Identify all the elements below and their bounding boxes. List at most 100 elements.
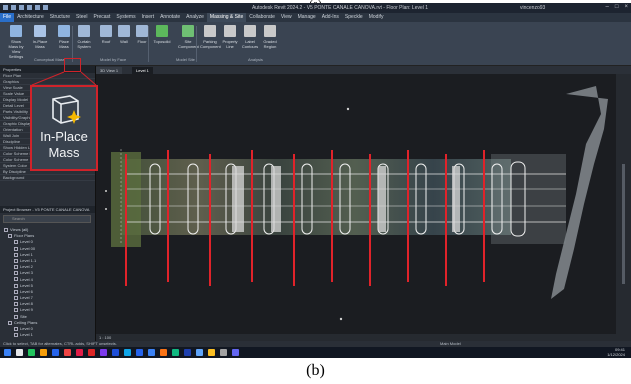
taskbar-icons[interactable]	[4, 349, 239, 356]
vertical-scrollbar[interactable]	[616, 74, 631, 334]
tab-collaborate[interactable]: Collaborate	[249, 14, 275, 20]
browser-tree-item[interactable]: Level 4	[4, 277, 92, 283]
wall-button[interactable]: Wall	[114, 25, 134, 44]
taskbar-app-icon[interactable]	[40, 349, 47, 356]
curtain-system-icon	[78, 25, 90, 37]
tab-modify[interactable]: Modify	[368, 14, 384, 20]
taskbar-app-icon[interactable]	[172, 349, 179, 356]
taskbar-app-icon[interactable]	[28, 349, 35, 356]
ribbon-group-label: Model by Face	[100, 57, 127, 62]
tab-file[interactable]: File	[0, 13, 15, 22]
taskbar-app-icon[interactable]	[88, 349, 95, 356]
view-scale[interactable]: 1 : 100	[99, 335, 112, 340]
tab-architecture[interactable]: Architecture	[17, 14, 44, 20]
graded-region-button[interactable]: Graded Region	[260, 25, 280, 49]
point-cloud-end	[491, 154, 566, 244]
browser-tree-item[interactable]: Level 5	[4, 283, 92, 289]
drawing-canvas[interactable]	[96, 74, 616, 334]
in-place-mass-icon	[52, 95, 81, 124]
tab-precast[interactable]: Precast	[93, 14, 111, 20]
taskbar-app-icon[interactable]	[112, 349, 119, 356]
taskbar-app-icon[interactable]	[100, 349, 107, 356]
taskbar-app-icon[interactable]	[160, 349, 167, 356]
tab-add-ins[interactable]: Add-Ins	[321, 14, 339, 20]
tab-systems[interactable]: Systems	[116, 14, 136, 20]
browser-search-input[interactable]: Search	[3, 215, 91, 223]
taskbar-app-icon[interactable]	[136, 349, 143, 356]
tab-annotate[interactable]: Annotate	[160, 14, 181, 20]
curtain-system-button[interactable]: Curtain System	[74, 25, 94, 49]
quick-access-toolbar[interactable]	[3, 5, 48, 10]
tree-item-label: Floor Plans	[14, 233, 35, 239]
tab-insert[interactable]: Insert	[141, 14, 155, 20]
tab-analyze[interactable]: Analyze	[186, 14, 204, 20]
ribbon-separator	[148, 26, 149, 62]
taskbar-app-icon[interactable]	[220, 349, 227, 356]
browser-tree-item[interactable]: Level 2	[4, 264, 92, 270]
user-name[interactable]: vincenzo93	[520, 5, 546, 11]
browser-tree-item[interactable]: Level 3	[4, 270, 92, 276]
browser-tree-item[interactable]: Level 6	[4, 289, 92, 295]
scrollbar-thumb[interactable]	[622, 164, 625, 284]
window-controls[interactable]: – □ ×	[606, 4, 628, 10]
browser-tree-item[interactable]: Site	[4, 314, 92, 320]
tab-speckle[interactable]: Speckle	[344, 14, 363, 20]
taskbar-app-icon[interactable]	[232, 349, 239, 356]
ribbon-tabs: File Architecture Structure Steel Precast Sys…	[0, 13, 631, 22]
browser-tree-item[interactable]: Level 1	[4, 252, 92, 258]
browser-tree-item[interactable]: Floor Plans	[4, 233, 92, 239]
property-line-button[interactable]: Property Line	[220, 25, 240, 49]
taskbar-app-icon[interactable]	[184, 349, 191, 356]
browser-tree-item[interactable]: Level 9	[4, 307, 92, 313]
browser-tree-item[interactable]: Level 7	[4, 295, 92, 301]
taskbar-clock[interactable]: 09:41 1/12/2024	[607, 347, 625, 357]
label-contours-button[interactable]: Label Contours	[240, 25, 260, 49]
close-button[interactable]: ×	[624, 4, 628, 10]
show-mass-by-view-settings-button[interactable]: Show Mass by View Settings	[6, 25, 26, 59]
taskbar-app-icon[interactable]	[52, 349, 59, 356]
floor-plan-drawing	[105, 86, 608, 321]
main-model-selector[interactable]: Main Model	[440, 341, 461, 346]
tab-massing-site[interactable]: Massing & Site	[206, 13, 247, 22]
tab-manage[interactable]: Manage	[297, 14, 316, 20]
site-component-button[interactable]: Site Component	[178, 25, 199, 49]
tab-3d-view[interactable]: 3D View 1	[96, 67, 123, 74]
taskbar-app-icon[interactable]	[124, 349, 131, 356]
taskbar-app-icon[interactable]	[208, 349, 215, 356]
toposolid-icon	[156, 25, 168, 37]
maximize-button[interactable]: □	[614, 4, 619, 10]
toposolid-button[interactable]: Toposolid	[152, 25, 172, 44]
tab-view[interactable]: View	[280, 14, 292, 20]
browser-tree-item[interactable]: Views (all)	[4, 227, 92, 233]
browser-tree-item[interactable]: Level 00	[4, 246, 92, 252]
tab-steel[interactable]: Steel	[76, 14, 88, 20]
browser-tree-item[interactable]: Level 1.1	[4, 258, 92, 264]
browser-tree-item[interactable]: Ceiling Plans	[4, 320, 92, 326]
taskbar-app-icon[interactable]	[16, 349, 23, 356]
taskbar-app-icon[interactable]	[4, 349, 11, 356]
browser-tree-item[interactable]: Level 1	[4, 332, 92, 338]
minimize-button[interactable]: –	[605, 4, 609, 10]
window-title: Autodesk Revit 2024.2 - V5 PONTE CANALE …	[251, 5, 429, 11]
property-value[interactable]: By Discipline	[0, 169, 95, 175]
taskbar-app-icon[interactable]	[64, 349, 71, 356]
tree-item-label: Level 9	[20, 307, 33, 313]
tab-structure[interactable]: Structure	[49, 14, 71, 20]
place-mass-button[interactable]: Place Mass	[54, 25, 74, 49]
floor-button[interactable]: Floor	[132, 25, 152, 44]
tree-item-label: Level 8	[20, 301, 33, 307]
taskbar-app-icon[interactable]	[148, 349, 155, 356]
parking-component-button[interactable]: Parking Component	[200, 25, 221, 49]
ribbon-button-label: Label Contours	[241, 39, 259, 49]
ribbon-button-label: Roof	[101, 39, 111, 44]
browser-tree-item[interactable]: Level 0	[4, 239, 92, 245]
browser-tree-item[interactable]: Level 8	[4, 301, 92, 307]
windows-taskbar: 09:41 1/12/2024	[0, 347, 631, 358]
browser-tree-item[interactable]: Level 0	[4, 326, 92, 332]
property-value[interactable]: Background	[0, 175, 95, 181]
roof-button[interactable]: Roof	[96, 25, 116, 44]
taskbar-app-icon[interactable]	[76, 349, 83, 356]
tab-level-1[interactable]: Level 1	[132, 67, 153, 74]
taskbar-app-icon[interactable]	[196, 349, 203, 356]
in-place-mass-button[interactable]: In-Place Mass	[30, 25, 50, 49]
